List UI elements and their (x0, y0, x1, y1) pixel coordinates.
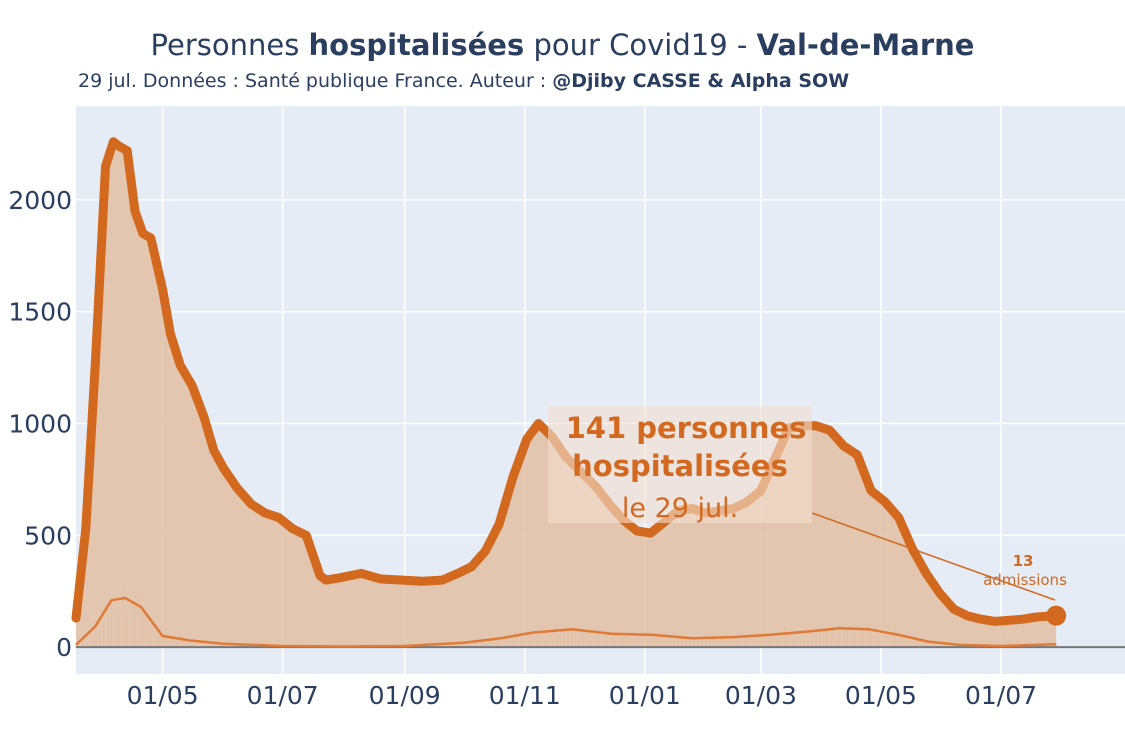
admissions-count-label: 13 (1013, 552, 1034, 570)
x-tick-label: 01/05 (845, 681, 917, 710)
chart-title: Personnes hospitalisées pour Covid19 - V… (0, 28, 1125, 62)
last-value-marker (1046, 605, 1067, 626)
title-bold-region: Val-de-Marne (756, 28, 975, 62)
title-middle: pour Covid19 - (524, 28, 757, 62)
y-tick-label: 1500 (8, 298, 72, 327)
y-axis-ticks: 0 500 1000 1500 2000 (8, 186, 72, 662)
annotation-box (548, 406, 812, 523)
admissions-line (75, 596, 1057, 648)
title-prefix: Personnes (150, 28, 309, 62)
annotation-leader-line (811, 512, 1056, 601)
x-axis-ticks: 01/05 01/07 01/09 01/11 01/01 01/03 01/05 01/07 (127, 681, 1037, 710)
subtitle-prefix: 29 jul. Données : Santé publique France.… (78, 70, 553, 92)
x-tick-label: 01/09 (369, 681, 441, 710)
y-tick-label: 500 (24, 521, 72, 550)
subtitle-authors: @Djiby CASSE & Alpha SOW (552, 70, 850, 92)
annotation-date-line: le 29 jul. (622, 493, 738, 524)
y-tick-label: 1000 (8, 410, 72, 439)
x-tick-label: 01/07 (247, 681, 319, 710)
y-tick-label: 0 (56, 633, 72, 662)
x-tick-label: 01/11 (489, 681, 561, 710)
annotation-hospitalisees-line: hospitalisées (572, 449, 788, 483)
x-tick-label: 01/03 (725, 681, 797, 710)
x-tick-label: 01/07 (965, 681, 1037, 710)
chart-subtitle: 29 jul. Données : Santé publique France.… (78, 70, 849, 92)
hospitalisations-line (71, 137, 1061, 626)
x-tick-label: 01/05 (127, 681, 199, 710)
x-tick-label: 01/01 (609, 681, 681, 710)
annotation-count-line: 141 personnes (566, 411, 807, 445)
admissions-label: admissions (983, 571, 1067, 589)
title-bold-hospitalisees: hospitalisées (308, 28, 525, 62)
y-tick-label: 2000 (8, 186, 72, 215)
